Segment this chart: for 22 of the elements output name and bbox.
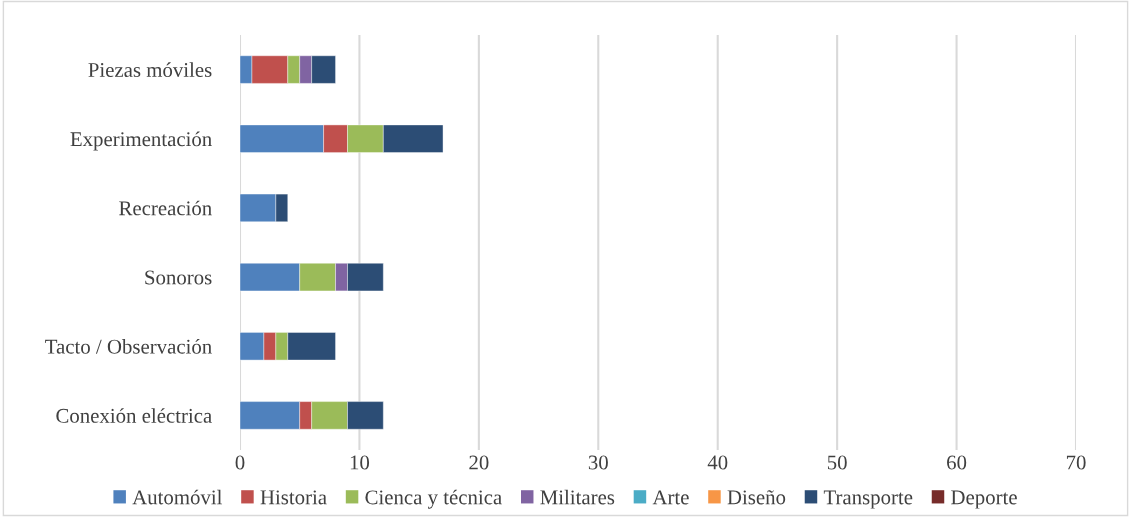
x-tick-label: 0 [235,455,245,470]
x-tick-label: 30 [588,455,608,470]
y-tick-label: Conexión eléctrica [56,408,212,423]
x-tick-label: 10 [350,455,370,470]
y-tick-label: Recreación [119,200,212,216]
legend-label: Deporte [951,490,1017,509]
legend-label: Transporte [823,490,913,509]
y-tick-label: Piezas móviles [88,62,212,78]
legend-label: Historia [260,490,327,505]
legend-label: Automóvil [132,489,223,505]
y-tick-label: Experimentación [70,131,212,151]
x-tick-label: 60 [947,455,967,470]
legend-label: Cienca y técnica [365,489,502,509]
legend-label: Arte [652,490,689,505]
x-tick-label: 40 [707,455,728,470]
x-tick-label: 70 [1066,455,1086,470]
x-tick-label: 20 [469,455,489,470]
y-tick-label: Sonoros [145,270,212,285]
legend-label: Diseño [727,490,786,505]
y-tick-label: Tacto / Observación [45,338,212,354]
x-tick-label: 50 [827,455,847,470]
legend-label: Militares [540,489,615,505]
